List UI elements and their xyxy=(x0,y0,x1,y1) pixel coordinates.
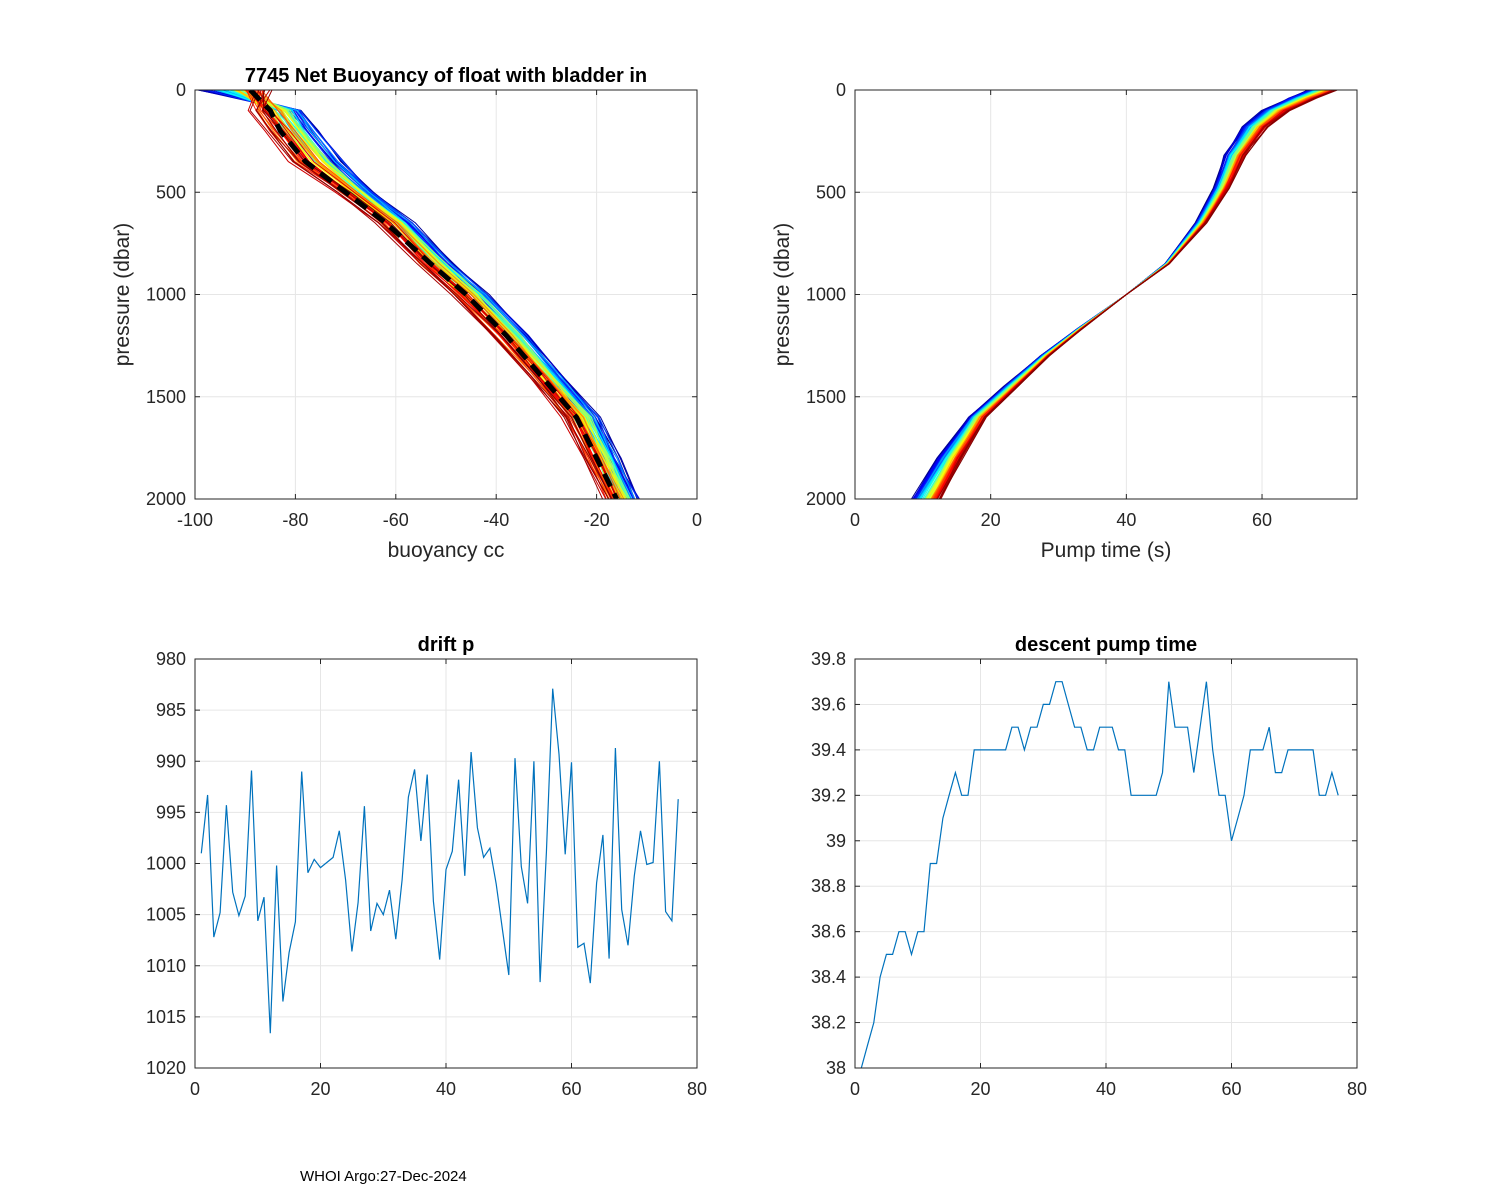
x-tick-label: -20 xyxy=(584,510,610,530)
profile-line xyxy=(217,90,636,499)
x-tick-label: 0 xyxy=(190,1079,200,1099)
x-tick-label: -100 xyxy=(177,510,213,530)
chart-title: 7745 Net Buoyancy of float with bladder … xyxy=(245,65,647,87)
y-tick-label: 990 xyxy=(156,751,186,771)
series-line xyxy=(860,681,1339,1068)
y-tick-label: 38.8 xyxy=(811,876,846,896)
profile-line xyxy=(242,90,623,499)
x-tick-label: 0 xyxy=(850,1079,860,1099)
profile-line xyxy=(256,90,610,499)
x-axis-label: Pump time (s) xyxy=(1041,539,1172,562)
y-tick-label: 2000 xyxy=(146,489,186,509)
x-tick-label: 40 xyxy=(1116,510,1136,530)
profile-line xyxy=(257,90,623,499)
profile-line xyxy=(252,90,625,499)
descent-pump-time-plot: 0 20 40 60 80 38 38.2 38.4 38.6 38.8 39 39.2 39.4 39.… xyxy=(811,634,1367,1099)
profile-line xyxy=(939,90,1337,499)
y-axis-label: pressure (dbar) xyxy=(771,223,794,367)
x-tick-label: 60 xyxy=(1221,1079,1241,1099)
plot-content xyxy=(910,90,1338,499)
plot-content xyxy=(200,688,679,1034)
x-tick-label: 20 xyxy=(310,1079,330,1099)
y-tick-label: 1500 xyxy=(806,387,846,407)
x-axis-label: buoyancy cc xyxy=(388,539,505,562)
y-tick-label: 500 xyxy=(156,182,186,202)
y-tick-label: 38.6 xyxy=(811,922,846,942)
mean-profile-line xyxy=(248,90,619,499)
plot-content xyxy=(860,681,1339,1068)
profile-line xyxy=(219,90,635,499)
drift-pressure-plot: 0 20 40 60 80 980 985 990 995 1000 1005 1010 1015 102… xyxy=(146,634,707,1099)
profile-line xyxy=(255,90,610,499)
x-tick-label: -40 xyxy=(483,510,509,530)
y-tick-label: 500 xyxy=(816,182,846,202)
x-tick-label: 60 xyxy=(561,1079,581,1099)
buoyancy-plot: -100 -80 -60 -40 -20 0 0 500 1000 1500 2000 7745 Ne… xyxy=(111,65,702,562)
y-tick-label: 985 xyxy=(156,700,186,720)
x-tick-label: 60 xyxy=(1252,510,1272,530)
plot-content xyxy=(197,90,640,499)
profile-line xyxy=(249,90,604,499)
y-tick-label: 995 xyxy=(156,802,186,822)
x-tick-label: 40 xyxy=(436,1079,456,1099)
y-tick-label: 1020 xyxy=(146,1058,186,1078)
y-tick-label: 1000 xyxy=(146,285,186,305)
y-tick-label: 0 xyxy=(176,80,186,100)
x-tick-label: 40 xyxy=(1096,1079,1116,1099)
y-axis-label: pressure (dbar) xyxy=(111,223,134,367)
x-tick-label: 0 xyxy=(692,510,702,530)
y-tick-label: 38 xyxy=(826,1058,846,1078)
series-line xyxy=(200,688,679,1034)
y-tick-label: 39.8 xyxy=(811,649,846,669)
chart-title: drift p xyxy=(418,634,475,656)
y-tick-label: 1015 xyxy=(146,1007,186,1027)
y-tick-label: 1000 xyxy=(146,854,186,874)
y-tick-label: 1000 xyxy=(806,285,846,305)
x-tick-label: 20 xyxy=(970,1079,990,1099)
y-tick-label: 1500 xyxy=(146,387,186,407)
y-tick-label: 980 xyxy=(156,649,186,669)
y-tick-label: 39.4 xyxy=(811,740,846,760)
x-tick-label: 20 xyxy=(981,510,1001,530)
y-tick-label: 1010 xyxy=(146,956,186,976)
chart-title: descent pump time xyxy=(1015,634,1197,656)
y-tick-label: 39.6 xyxy=(811,694,846,714)
x-tick-label: 80 xyxy=(687,1079,707,1099)
x-tick-label: -60 xyxy=(383,510,409,530)
footer-label: WHOI Argo:27-Dec-2024 xyxy=(300,1168,467,1185)
y-tick-label: 39 xyxy=(826,831,846,851)
x-tick-label: 80 xyxy=(1347,1079,1367,1099)
y-tick-label: 38.4 xyxy=(811,967,846,987)
pump-time-profile-plot: 0 20 40 60 0 500 1000 1500 2000 Pump time (s) pres… xyxy=(771,80,1358,562)
y-tick-label: 39.2 xyxy=(811,785,846,805)
x-tick-label: 0 xyxy=(850,510,860,530)
x-tick-label: -80 xyxy=(282,510,308,530)
y-tick-label: 1005 xyxy=(146,905,186,925)
y-tick-label: 2000 xyxy=(806,489,846,509)
y-tick-label: 38.2 xyxy=(811,1013,846,1033)
y-tick-label: 0 xyxy=(836,80,846,100)
